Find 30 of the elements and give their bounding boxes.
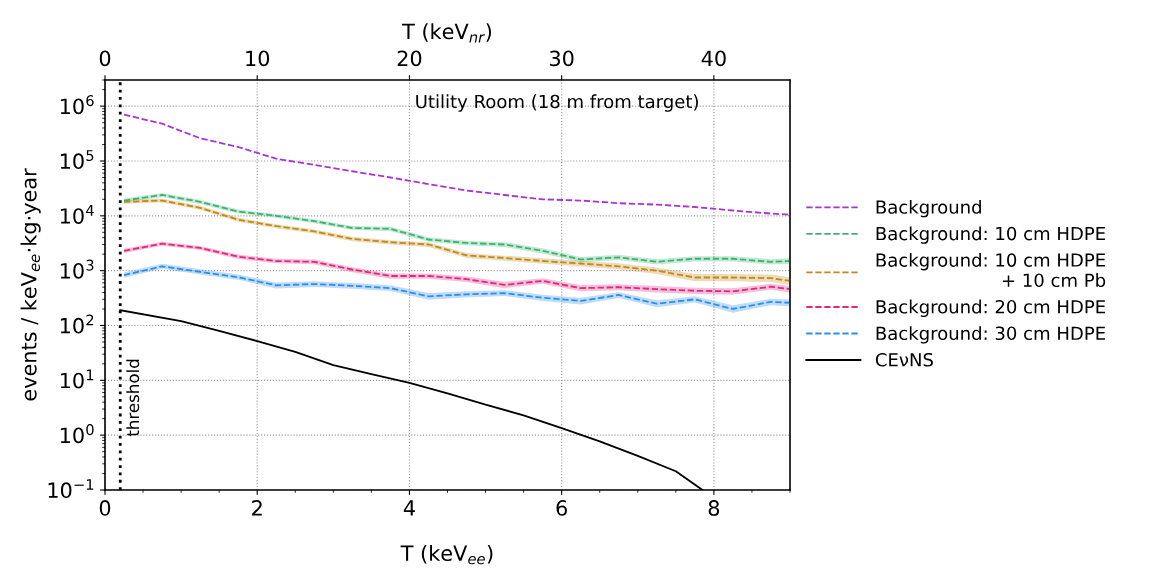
- legend-label: Background: 30 cm HDPE: [876, 326, 1105, 344]
- y-tick-label: 10$^{3}$: [60, 259, 94, 279]
- line-series: [123, 113, 790, 216]
- legend-label: Background: 20 cm HDPE: [876, 299, 1105, 318]
- x-tick-label: 2: [252, 500, 262, 516]
- x2-tick-label: 0: [99, 50, 111, 67]
- x-tick-label: 4: [403, 500, 415, 516]
- y-axis-title: events / keV$_{ee}$·kg·year: [20, 168, 41, 401]
- y-tick-label: 10$^{6}$: [60, 95, 94, 115]
- legend-label: Background: [876, 199, 981, 218]
- x-axis-title: T (keV$_{ee}$): [400, 544, 493, 565]
- x-tick-label: 6: [556, 500, 567, 516]
- y-tick-label: 10$^{5}$: [60, 150, 94, 170]
- x2-tick-label: 20: [397, 50, 422, 67]
- x2-axis-title: T (keV$_{nr}$): [402, 23, 492, 43]
- x2-tick-label: 10: [246, 50, 270, 67]
- ref-line-label: threshold: [126, 359, 140, 437]
- annotation: Utility Room (18 m from target): [416, 94, 698, 112]
- y-tick-label: 10$^{1}$: [60, 369, 94, 389]
- y-tick-label: 10$^{−1}$: [48, 479, 94, 499]
- legend-label: Background: 10 cm HDPE: [876, 226, 1105, 244]
- x-tick-label: 0: [99, 500, 111, 516]
- x-tick-label: 8: [708, 500, 720, 516]
- x2-tick-label: 40: [701, 50, 726, 67]
- legend-label: Background: 10 cm HDPE + 10 cm Pb: [876, 252, 1106, 288]
- y-tick-label: 10$^{2}$: [60, 314, 94, 334]
- y-tick-label: 10$^{4}$: [60, 205, 94, 224]
- x2-tick-label: 30: [550, 50, 574, 67]
- y-tick-label: 10$^{0}$: [60, 424, 94, 444]
- legend-label: CEνNS: [875, 352, 933, 367]
